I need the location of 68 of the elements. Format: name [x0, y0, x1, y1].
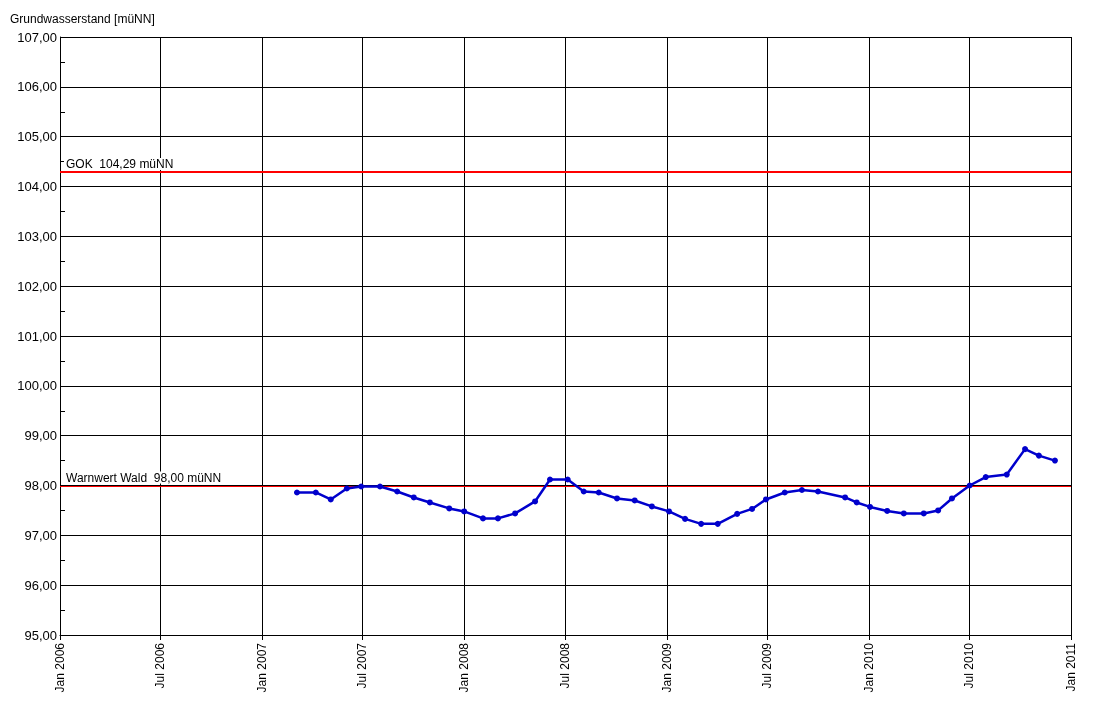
- point: [867, 503, 874, 510]
- point: [293, 489, 300, 496]
- point: [749, 505, 756, 512]
- x-tick-label: Jan 2009: [659, 642, 674, 693]
- point: [446, 505, 453, 512]
- point: [410, 494, 417, 501]
- y-tick-label: 99,00: [24, 428, 57, 444]
- y-tick-label: 98,00: [24, 478, 57, 493]
- y-tick-label: 97,00: [24, 527, 57, 543]
- y-tick-label: 107,00: [17, 29, 57, 45]
- point: [781, 489, 788, 496]
- point: [494, 515, 501, 522]
- point: [666, 508, 673, 515]
- y-tick-label: 100,00: [17, 378, 57, 394]
- point: [1035, 452, 1042, 459]
- point: [426, 499, 433, 506]
- x-tick-label: Jul 2009: [760, 642, 775, 689]
- point: [935, 507, 942, 514]
- y-tick-label: 95,00: [24, 627, 57, 643]
- ref-line-label: Warnwert Wald 98,00 müNN: [66, 470, 222, 485]
- point: [798, 486, 805, 493]
- point: [394, 488, 401, 495]
- x-tick-label: Jul 2006: [153, 642, 168, 689]
- point: [377, 483, 384, 490]
- x-tick-label: Jan 2010: [861, 642, 876, 693]
- y-tick-label: 103,00: [17, 228, 57, 244]
- x-tick-label: Jan 2011: [1064, 642, 1078, 692]
- point: [343, 485, 350, 492]
- point: [714, 520, 721, 527]
- point: [1022, 446, 1029, 453]
- y-tick-label: 96,00: [24, 577, 57, 593]
- point: [698, 520, 705, 527]
- y-tick-label: 101,00: [17, 328, 57, 344]
- x-tick-label: Jul 2010: [962, 642, 977, 689]
- point: [480, 515, 486, 522]
- y-axis-title: Grundwasserstand [müNN]: [10, 12, 155, 26]
- point: [547, 476, 553, 483]
- point: [814, 488, 821, 495]
- x-tick-label: Jan 2007: [255, 642, 270, 693]
- x-tick-label: Jul 2008: [557, 642, 572, 689]
- point: [920, 510, 927, 517]
- point: [1003, 471, 1010, 478]
- point: [312, 489, 319, 496]
- point: [842, 494, 849, 501]
- point: [948, 495, 955, 502]
- point: [884, 507, 891, 514]
- x-tick-label: Jan 2008: [457, 642, 472, 693]
- point: [358, 483, 365, 490]
- point: [614, 495, 620, 502]
- x-tick-label: Jan 2006: [53, 642, 67, 693]
- point: [682, 515, 689, 522]
- y-tick-label: 104,00: [17, 179, 57, 194]
- point: [648, 503, 655, 510]
- point: [512, 510, 519, 517]
- ref-line-label: GOK 104,29 müNN: [66, 157, 174, 172]
- point: [900, 510, 907, 517]
- point: [580, 488, 587, 495]
- point: [762, 496, 769, 503]
- point: [734, 510, 741, 517]
- y-tick-label: 106,00: [17, 79, 57, 95]
- x-tick-label: Jul 2007: [355, 642, 370, 689]
- point: [532, 498, 539, 505]
- y-tick-label: 102,00: [17, 278, 57, 294]
- y-tick-label: 105,00: [17, 129, 57, 145]
- point: [327, 496, 334, 503]
- point: [461, 508, 468, 515]
- point: [1051, 457, 1058, 464]
- point: [982, 474, 989, 481]
